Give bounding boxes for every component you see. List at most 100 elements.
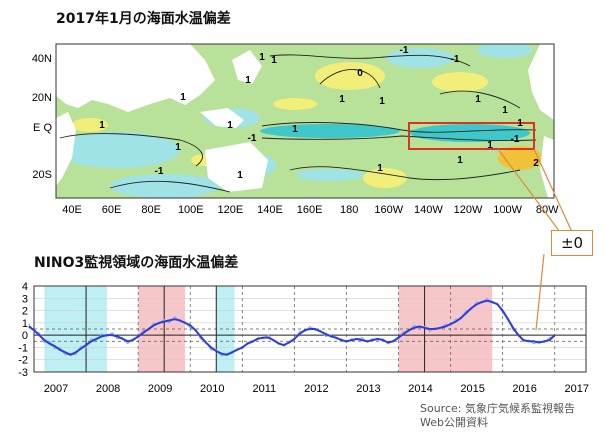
south-pacific-warm-anomaly bbox=[363, 168, 407, 188]
x-tick-label: 2012 bbox=[304, 383, 328, 395]
x-tick-label: 2008 bbox=[96, 383, 120, 395]
x-tick-label: 2010 bbox=[200, 383, 224, 395]
japan-landmass bbox=[232, 50, 262, 84]
contour-value-label: 1 bbox=[237, 170, 243, 181]
longitude-tick-label: 180 bbox=[340, 204, 358, 216]
x-tick-label: 2011 bbox=[252, 383, 276, 395]
contour-value-label: 1 bbox=[99, 120, 105, 131]
contour-value-label: -1 bbox=[511, 134, 520, 145]
sst-map-title: 2017年1月の海面水温偏差 bbox=[56, 11, 231, 27]
y-tick-label: 2 bbox=[22, 306, 28, 318]
longitude-tick-label: 140E bbox=[257, 204, 283, 216]
contour-value-label: 1 bbox=[502, 105, 508, 116]
land-masses bbox=[56, 44, 554, 198]
latitude-axis: 40N 20N E Q 20S bbox=[32, 53, 53, 181]
north-america-landmass bbox=[528, 44, 554, 120]
longitude-tick-label: 120W bbox=[454, 204, 483, 216]
la-nina-period-band bbox=[216, 286, 235, 372]
x-tick-label: 2015 bbox=[460, 383, 484, 395]
y-tick-label: -2 bbox=[18, 355, 28, 367]
contour-value-label: 1 bbox=[457, 155, 463, 166]
equatorial-contour-south bbox=[261, 135, 537, 141]
north-pacific-contour bbox=[269, 54, 471, 67]
northeast-warm-anomaly bbox=[432, 72, 488, 92]
sst-anomaly-map: 40N 20N E Q 20S 40E 60E 80E 100E 120E 140E 160E 18… bbox=[32, 43, 572, 230]
contour-value-label: 1 bbox=[475, 94, 481, 105]
longitude-tick-label: 140W bbox=[414, 204, 443, 216]
x-tick-label: 2009 bbox=[148, 383, 172, 395]
y-tick-label: -1 bbox=[18, 342, 28, 354]
longitude-tick-label: 100W bbox=[493, 204, 522, 216]
longitude-tick-label: 120E bbox=[218, 204, 244, 216]
australia-landmass bbox=[205, 142, 268, 192]
south-pacific-cold-anomaly bbox=[296, 169, 364, 181]
contour-value-label: 1 bbox=[180, 92, 186, 103]
x-tick-label: 2014 bbox=[408, 383, 432, 395]
map-frame bbox=[55, 43, 555, 199]
northeast-contour bbox=[439, 90, 521, 109]
contour-value-label: -1 bbox=[155, 166, 164, 177]
chart-series bbox=[28, 297, 556, 357]
source-credit: Source: 気象庁気候系監視報告 Web公開資料 bbox=[420, 402, 575, 429]
latitude-tick-label: 20N bbox=[32, 92, 52, 104]
contour-value-label: -1 bbox=[248, 133, 257, 144]
smoothed-series-line bbox=[28, 299, 556, 356]
indian-ocean-cold-anomaly bbox=[56, 132, 180, 168]
callout-connector-right bbox=[533, 148, 572, 230]
latitude-tick-label: 40N bbox=[32, 53, 52, 65]
north-pacific-cold-anomaly bbox=[386, 48, 454, 68]
contour-value-label: 1 bbox=[292, 124, 298, 135]
contour-value-label: 1 bbox=[377, 163, 383, 174]
nino3-chart-title: NINO3監視領域の海面水温偏差 bbox=[34, 255, 239, 271]
y-tick-label: 3 bbox=[22, 293, 28, 305]
southern-ocean-contour bbox=[109, 180, 231, 193]
nino3-callout-box: ±0 bbox=[551, 230, 593, 256]
y-tick-label: 1 bbox=[22, 318, 28, 330]
longitude-tick-label: 60E bbox=[102, 204, 122, 216]
contour-value-label: 1 bbox=[245, 75, 251, 86]
contour-value-label: 1 bbox=[271, 55, 277, 66]
callout-connector bbox=[497, 148, 560, 230]
y-tick-label: -3 bbox=[18, 367, 28, 379]
callout-pointer bbox=[535, 253, 545, 331]
contour-value-label: 1 bbox=[339, 94, 345, 105]
longitude-tick-label: 160W bbox=[374, 204, 403, 216]
y-tick-label: 4 bbox=[22, 281, 28, 293]
longitude-tick-label: 40E bbox=[62, 204, 82, 216]
arabian-sea-warm-anomaly bbox=[72, 118, 108, 132]
contour-value-label: 2 bbox=[533, 158, 539, 169]
equatorial-cold-tongue bbox=[260, 124, 400, 138]
west-pacific-warm-anomaly bbox=[273, 98, 317, 110]
latitude-tick-label: E Q bbox=[33, 122, 52, 134]
east-pacific-cold-anomaly bbox=[410, 124, 530, 142]
africa-landmass bbox=[56, 112, 76, 186]
contour-value-label: 1 bbox=[517, 118, 523, 129]
sst-anomaly-field bbox=[56, 44, 554, 198]
x-tick-label: 2017 bbox=[565, 383, 589, 395]
warm-pool-contour bbox=[319, 69, 381, 89]
x-tick-label: 2013 bbox=[356, 383, 380, 395]
north-pacific-warm-anomaly bbox=[315, 62, 385, 90]
equatorial-contour bbox=[261, 122, 537, 133]
indian-ocean-contour bbox=[59, 133, 203, 167]
south-america-landmass bbox=[540, 136, 554, 198]
south-pacific-contour bbox=[289, 166, 521, 181]
south-indian-cold-anomaly bbox=[110, 174, 220, 198]
y-tick-label: 0 bbox=[22, 330, 28, 342]
longitude-axis: 40E 60E 80E 100E 120E 140E 160E 180 160W 140W 120W… bbox=[62, 204, 559, 216]
x-tick-label: 2016 bbox=[512, 383, 536, 395]
contour-value-label: 1 bbox=[487, 140, 493, 151]
eurasia-landmass bbox=[56, 44, 215, 112]
contour-value-label: -1 bbox=[451, 54, 460, 65]
northeast-pacific-cold-anomaly bbox=[477, 44, 533, 58]
maritime-continent bbox=[200, 108, 244, 128]
longitude-tick-label: 100E bbox=[178, 204, 204, 216]
contour-value-label: 1 bbox=[175, 142, 181, 153]
contour-value-label: 1 bbox=[227, 120, 233, 131]
contour-value-label: 1 bbox=[259, 52, 265, 63]
x-tick-label: 2007 bbox=[44, 383, 68, 395]
latitude-tick-label: 20S bbox=[32, 169, 52, 181]
nino3-region-box bbox=[408, 122, 535, 150]
